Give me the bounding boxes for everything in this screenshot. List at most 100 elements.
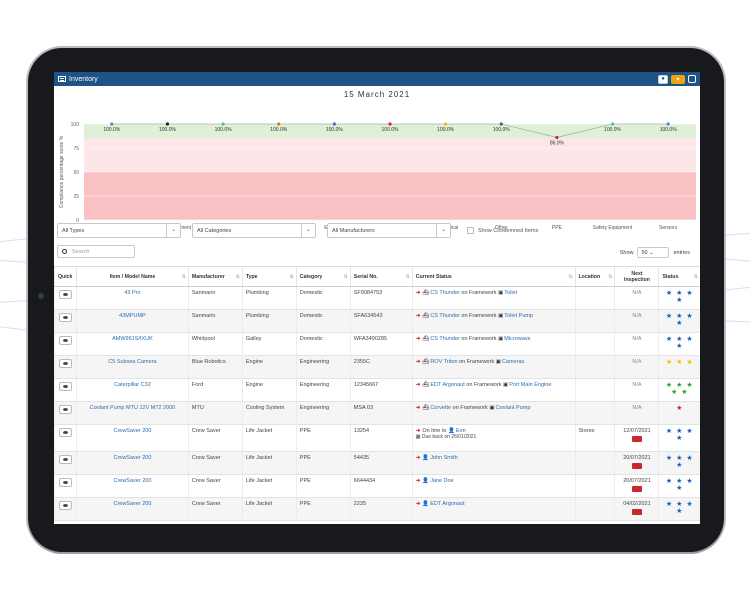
sort-icon: ⇅ [289, 274, 294, 280]
table-row[interactable]: 43 Pro Sanmarin Plumbing Domestic SF9084753 ➜… [54, 286, 700, 310]
stars-top: ★ [676, 405, 684, 412]
user-icon[interactable]: ● [658, 74, 668, 84]
header-current-status[interactable]: Current Status ⇅ [411, 266, 576, 287]
status-link[interactable]: Jane Doe [430, 478, 454, 484]
status-link[interactable]: EDT Argonaut [430, 382, 465, 388]
manufacturer-cell: Ford [187, 378, 243, 402]
checkbox-box[interactable] [467, 227, 474, 234]
item-name-cell[interactable]: C5 Subsea Camera [75, 355, 189, 379]
table-row[interactable]: CrewSaver 200 Crew Saver Life Jacket PPE 223… [54, 497, 700, 521]
current-status-cell: ➜ ⛴Corvette on Framework ▣Coolant Pump [411, 401, 576, 425]
header-category[interactable]: Category ⇅ [295, 266, 351, 287]
star-rating: ★ ★ ★ ★ [662, 428, 697, 442]
eye-icon[interactable] [58, 428, 72, 437]
eye-icon[interactable] [58, 501, 72, 510]
header-quick[interactable]: Quick [54, 266, 77, 287]
category-text: Domestic [299, 336, 323, 342]
table-row[interactable]: 43MPUMP Sanmarin Plumbing Domestic SFA634543… [54, 309, 700, 333]
header-item-name[interactable]: Item / Model Name ⇅ [75, 266, 189, 287]
sort-icon: ⇅ [693, 274, 698, 280]
item-name-cell[interactable]: 43MPUMP [75, 309, 189, 333]
table-header-row: Quick Item / Model Name ⇅ Manufacturer ⇅ T… [54, 266, 700, 287]
status-target-link[interactable]: Coolant Pump [495, 405, 531, 411]
table-row[interactable]: Caterpillar C32 Ford Engine Engineering 1234… [54, 378, 700, 402]
item-name-link[interactable]: CrewSaver 200 [113, 428, 152, 434]
eye-icon[interactable] [58, 313, 72, 322]
table-row[interactable]: CrewSaver 200 Crew Saver Life Jacket PPE 664… [54, 474, 700, 498]
star-rating: ★ ★ ★ ★ [662, 290, 697, 304]
category-cell: Engineering [295, 378, 351, 402]
type-filter-select[interactable]: All Types ⌄ [57, 223, 181, 238]
item-name-cell[interactable]: Caterpillar C32 [75, 378, 189, 402]
status-link[interactable]: Eon [455, 428, 466, 434]
status-target-link[interactable]: Port Main Engine [509, 382, 552, 388]
quick-view-cell [54, 378, 77, 402]
stars-top: ★ ★ ★ [665, 455, 694, 462]
eye-icon[interactable] [58, 382, 72, 391]
eye-icon[interactable] [58, 290, 72, 299]
item-name-cell[interactable]: CrewSaver 200 [75, 424, 189, 452]
status-target-link[interactable]: Toilet Pump [504, 313, 534, 319]
alert-icon [631, 436, 642, 442]
status-link[interactable]: John Smith [430, 455, 458, 461]
item-name-cell[interactable]: 43 Pro [75, 286, 189, 310]
item-name-link[interactable]: AMW961S/IXUK [112, 336, 153, 342]
eye-icon[interactable] [58, 336, 72, 345]
category-filter-select[interactable]: All Categories ⌄ [192, 223, 316, 238]
item-name-link[interactable]: C5 Subsea Camera [108, 359, 157, 365]
page-size-select[interactable]: 50 ⌄ [637, 247, 670, 258]
status-rating-cell: ★ ★ ★ ★ [658, 497, 700, 521]
category-text: PPE [299, 428, 311, 434]
serial-cell: 54435 [349, 451, 413, 475]
search-input[interactable]: Search [57, 245, 135, 258]
table-row[interactable]: CrewSaver 200 Crew Saver Life Jacket PPE 132… [54, 424, 700, 452]
item-name-link[interactable]: CrewSaver 200 [113, 501, 152, 507]
arrow-right-icon: ➜ [415, 359, 421, 365]
y-tick-label: 50 [73, 170, 79, 176]
eye-icon[interactable] [58, 478, 72, 487]
app-title: Inventory [69, 75, 98, 83]
manufacturer-filter-select[interactable]: All Manufacturers ⌄ [327, 223, 451, 238]
header-manufacturer[interactable]: Manufacturer ⇅ [187, 266, 243, 287]
status-target-link[interactable]: Microwave [504, 336, 531, 342]
header-next-inspection[interactable]: Next Inspection [614, 266, 659, 287]
compliance-chart: 15 March 2021 0 25 50 75 100 Compliance perce… [54, 86, 700, 236]
eye-icon[interactable] [58, 455, 72, 464]
status-link[interactable]: Corvette [430, 405, 452, 411]
status-link[interactable]: CS Thunder [430, 313, 460, 319]
item-name-link[interactable]: 43 Pro [124, 290, 141, 296]
header-location[interactable]: Location ⇅ [574, 266, 615, 287]
item-name-link[interactable]: CrewSaver 200 [113, 455, 152, 461]
item-name-link[interactable]: CrewSaver 200 [113, 478, 152, 484]
item-name-cell[interactable]: CrewSaver 200 [75, 451, 189, 475]
item-name-cell[interactable]: CrewSaver 200 [75, 497, 189, 521]
lock-dropdown-button[interactable]: ▾ [671, 74, 685, 84]
eye-icon[interactable] [58, 405, 72, 414]
item-name-cell[interactable]: CrewSaver 200 [75, 474, 189, 498]
header-type[interactable]: Type ⇅ [241, 266, 297, 287]
item-name-link[interactable]: Coolant Pump MTU 12V M72 2000 [89, 405, 176, 411]
table-row[interactable]: Coolant Pump MTU 12V M72 2000 MTU Cooling … [54, 401, 700, 425]
compliance-chart-svg: 0 25 50 75 100 Compliance percentage score % 1… [59, 122, 696, 231]
item-name-cell[interactable]: AMW961S/IXUK [75, 332, 189, 356]
table-row[interactable]: CrewSaver 200 Crew Saver Life Jacket PPE 544… [54, 451, 700, 475]
status-target-link[interactable]: Cameras [501, 359, 525, 365]
header-label: Serial No. [353, 273, 378, 280]
fullscreen-icon[interactable] [688, 75, 696, 83]
status-link[interactable]: EDT Argonaut [430, 501, 465, 507]
table-row[interactable]: C5 Subsea Camera Blue Robotics Engine Engin… [54, 355, 700, 379]
item-name-link[interactable]: Caterpillar C32 [114, 382, 151, 388]
item-name-link[interactable]: 43MPUMP [119, 313, 146, 319]
header-serial[interactable]: Serial No. ⇅ [349, 266, 413, 287]
status-link[interactable]: CS Thunder [430, 290, 460, 296]
header-status[interactable]: Status ⇅ [658, 266, 700, 287]
stars-top: ★ ★ ★ [665, 501, 694, 508]
status-target-link[interactable]: Toilet [504, 290, 518, 296]
status-link[interactable]: ROV Triton [430, 359, 458, 365]
star-rating: ★ ★ ★ ★ [662, 455, 697, 469]
eye-icon[interactable] [58, 359, 72, 368]
show-condemned-checkbox[interactable]: Show Condemned Items [467, 227, 538, 234]
table-row[interactable]: AMW961S/IXUK Whirlpool Galley Domestic WFA34… [54, 332, 700, 356]
status-link[interactable]: CS Thunder [430, 336, 460, 342]
item-name-cell[interactable]: Coolant Pump MTU 12V M72 2000 [75, 401, 189, 425]
